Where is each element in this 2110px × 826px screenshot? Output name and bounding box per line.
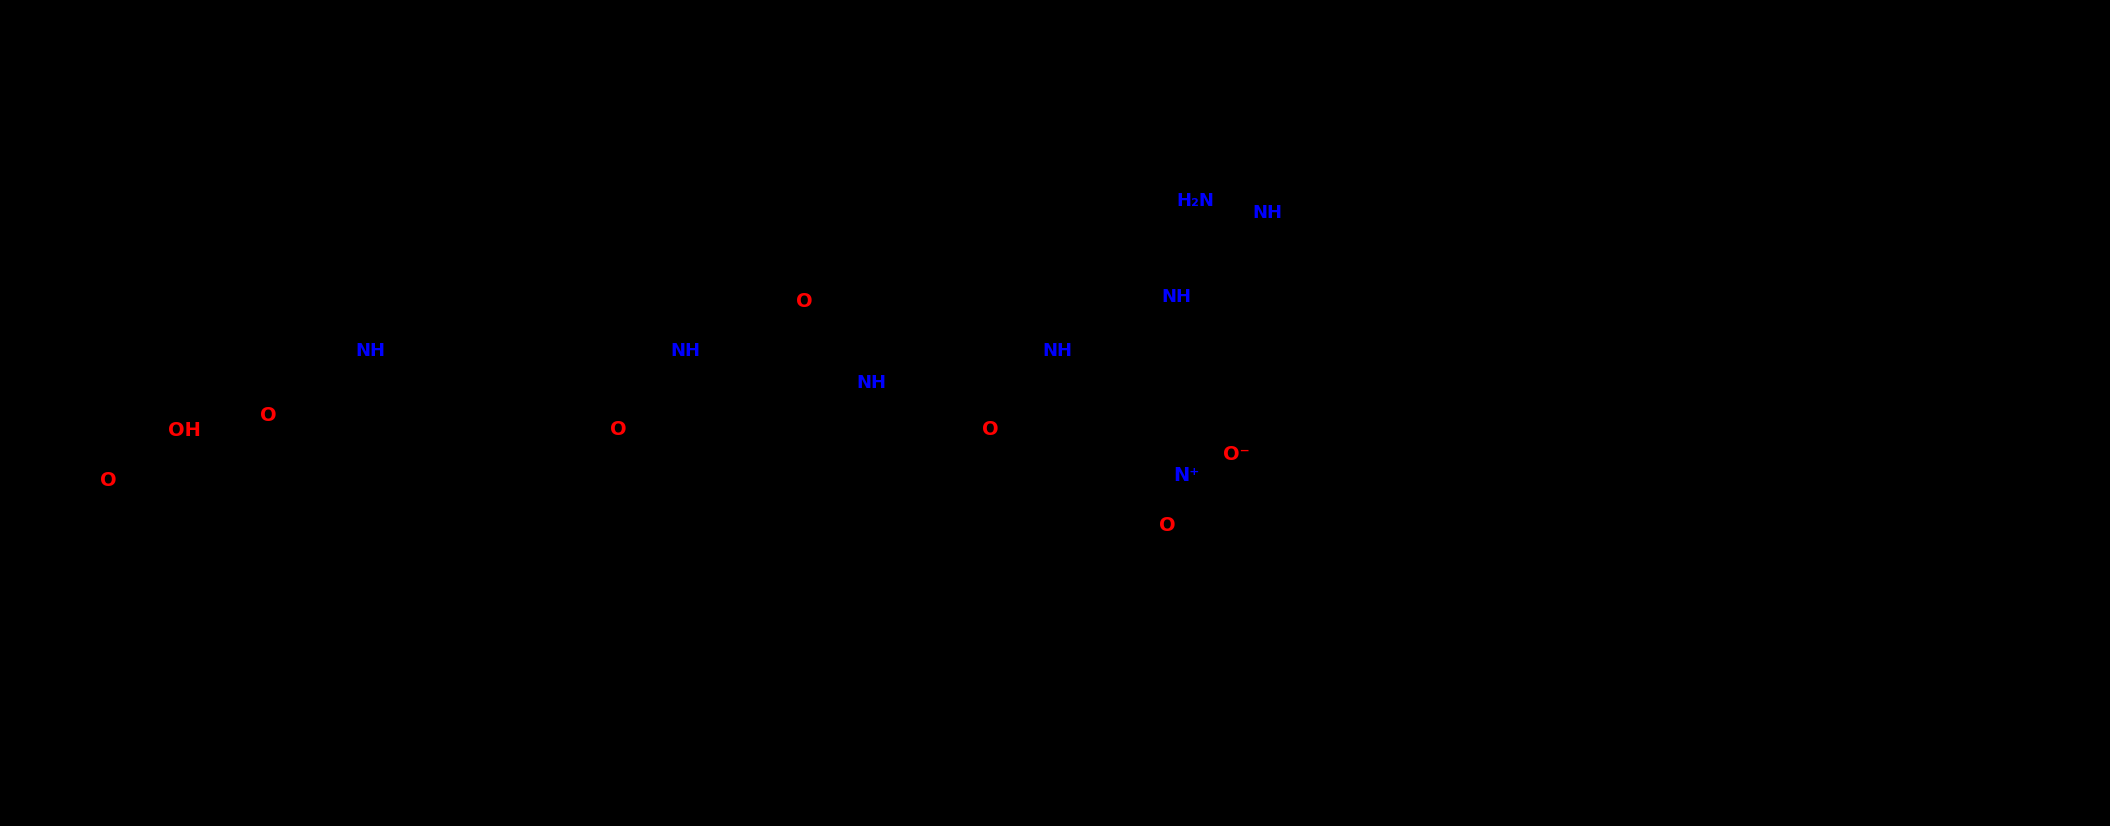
Text: NH: NH [1042,343,1072,360]
Text: H₂N: H₂N [1177,192,1215,210]
Text: O⁻: O⁻ [1224,445,1251,464]
Text: NH: NH [1163,288,1192,306]
Text: NH: NH [671,343,701,360]
Text: O: O [99,471,116,490]
Text: N⁺: N⁺ [1173,466,1198,485]
Text: O: O [983,420,998,439]
Text: NH: NH [1253,204,1283,222]
Text: OH: OH [167,420,200,439]
Text: O: O [260,406,276,425]
Text: O: O [1158,515,1175,534]
Text: NH: NH [357,343,386,360]
Text: O: O [610,420,627,439]
Text: NH: NH [857,374,886,392]
Text: O: O [795,292,812,311]
